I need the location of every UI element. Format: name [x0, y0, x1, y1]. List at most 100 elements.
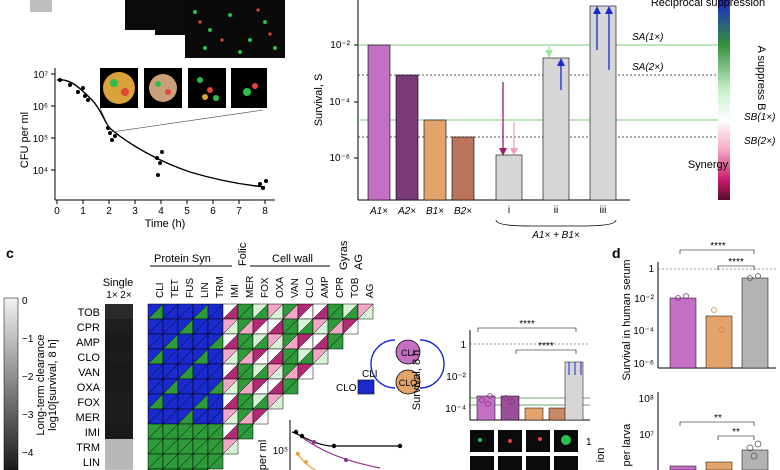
bottom-ylabel: FU per larva	[621, 423, 633, 470]
serum-bar	[669, 297, 697, 369]
col-drug-label: MER	[245, 276, 256, 298]
row-drug-label: VAN	[78, 367, 100, 379]
colorbar-tick: −1	[22, 334, 34, 345]
single-cell-2x	[119, 334, 133, 349]
combo-label: iii	[600, 205, 607, 216]
b-ytick: 10⁴	[33, 166, 48, 177]
row-drug-label: LIN	[83, 457, 100, 469]
col-drug-label: OXA	[275, 277, 286, 298]
microscopy-image	[125, 0, 155, 30]
b-xtick: 5	[184, 206, 190, 217]
single-cell-2x	[119, 454, 133, 469]
group-header: Folic	[237, 242, 249, 266]
inset-curve-purple	[299, 435, 381, 469]
significance-marker: **	[714, 413, 722, 424]
combo-label: ii	[554, 205, 558, 216]
legend-a-suppress-b: A suppress B	[755, 46, 767, 111]
top-ytick: 1	[648, 264, 654, 275]
growth-fit-curve	[56, 79, 266, 188]
survival-ytick: 10⁻⁴	[329, 97, 350, 108]
row-drug-label: OXA	[77, 382, 101, 394]
single-cell-2x	[119, 394, 133, 409]
bottom-ytick: 10⁷	[639, 430, 654, 441]
panel-b-xlabel: Time (h)	[145, 218, 186, 230]
b-xtick: 1	[80, 206, 86, 217]
panel-c-figure: c 0 −1 −2 −3 −4 Long-term clearance log1…	[3, 240, 607, 470]
survival-data-points	[479, 393, 515, 407]
b-ytick: 10⁵	[33, 134, 48, 145]
matrix-cell-lower	[297, 363, 314, 380]
interaction-diagram: CLI CLO	[370, 339, 445, 395]
matrix-cell-lower	[357, 303, 374, 320]
group-header: Gyrase	[338, 240, 350, 270]
col-drug-label: AG	[365, 283, 376, 298]
single-cell-1x	[105, 334, 119, 349]
survival-ytick: 10⁻⁴	[445, 404, 466, 415]
single-cell-1x	[105, 439, 119, 454]
colorbar-tick: −4	[22, 448, 34, 459]
group-header: AG	[353, 254, 365, 270]
b-ytick: 10⁶	[33, 102, 48, 113]
panel-b-ylabel: CFU per ml	[19, 112, 31, 168]
row-drug-label: MER	[76, 412, 101, 424]
single-col-label: 1×	[106, 290, 118, 301]
matrix-cell-lower	[282, 378, 299, 395]
bottom-ytick: 10⁸	[639, 394, 654, 405]
matrix-cell-lower	[252, 408, 269, 425]
survival-ytick: 10⁻²	[446, 372, 466, 383]
inset-curve-orange	[295, 451, 317, 470]
top-ylabel: Survival in human serum	[621, 259, 633, 380]
significance-marker: ****	[519, 319, 535, 330]
clo-node	[395, 369, 421, 395]
colony-image-strip	[100, 68, 267, 108]
bar-a2x	[395, 74, 419, 201]
col-drug-label: FUS	[185, 278, 196, 298]
bar-label: B2×	[454, 206, 472, 217]
row-drug-label: IMI	[85, 427, 100, 439]
single-cell-1x	[105, 349, 119, 364]
combo-label: i	[508, 205, 510, 216]
significance-marker: ****	[538, 341, 554, 352]
single-cell-1x	[105, 379, 119, 394]
matrix-cell-lower	[312, 348, 329, 365]
bar-label: A2×	[397, 206, 416, 217]
survival-bar	[564, 361, 584, 421]
col-drug-label: IMI	[230, 284, 241, 298]
panel-b-figure: 0 1 2 3 4 5 6 7 8 10⁷ 10⁶ 10⁵ 10⁴ CFU per ml Time (…	[19, 0, 285, 230]
effect-arrows	[499, 6, 613, 156]
cut-label: ion	[595, 448, 607, 463]
col-drug-label: CLO	[305, 277, 316, 298]
legend-reciprocal-suppression: Reciprocal suppression	[651, 0, 765, 9]
col-drug-label: TRM	[215, 276, 226, 298]
survival-ytick: 10⁻²	[330, 40, 350, 51]
bar-label: B1×	[426, 206, 444, 217]
b-xtick: 7	[236, 206, 242, 217]
col-drug-label: FOX	[260, 277, 271, 298]
colorbar-tick: 0	[22, 296, 28, 307]
b-xtick: 8	[262, 206, 268, 217]
survival-ylabel: Survival, 8 h	[411, 350, 423, 411]
larva-bar	[669, 465, 697, 470]
panel-d-label: d	[612, 245, 621, 261]
matrix-cell-lower	[342, 318, 359, 335]
threshold-label: SA(1×)	[632, 32, 663, 43]
threshold-label: SB(2×)	[744, 136, 775, 147]
col-drug-label: AMP	[320, 276, 331, 298]
survival-bar	[524, 407, 544, 421]
col-drug-label: LIN	[200, 282, 211, 298]
threshold-label: SA(2×)	[632, 62, 663, 73]
single-cell-2x	[119, 424, 133, 439]
single-cell-2x	[119, 364, 133, 379]
single-cell-2x	[119, 319, 133, 334]
cli-node-label: CLI	[401, 348, 415, 358]
cli-node	[395, 339, 421, 365]
group-headers: Protein Syn Folic Cell wall Gyrase AG	[150, 240, 365, 270]
interaction-colorscale	[718, 0, 730, 200]
row-drug-label: AMP	[76, 337, 100, 349]
colorbar-unit: log10[survival, 8 h]	[47, 339, 59, 431]
clo-node-label: CLO	[399, 378, 418, 388]
survival-ytick: 10⁻⁶	[329, 153, 350, 164]
survival-bar	[476, 395, 496, 421]
significance-marker: ****	[710, 241, 726, 252]
bar-b1x	[423, 119, 447, 201]
